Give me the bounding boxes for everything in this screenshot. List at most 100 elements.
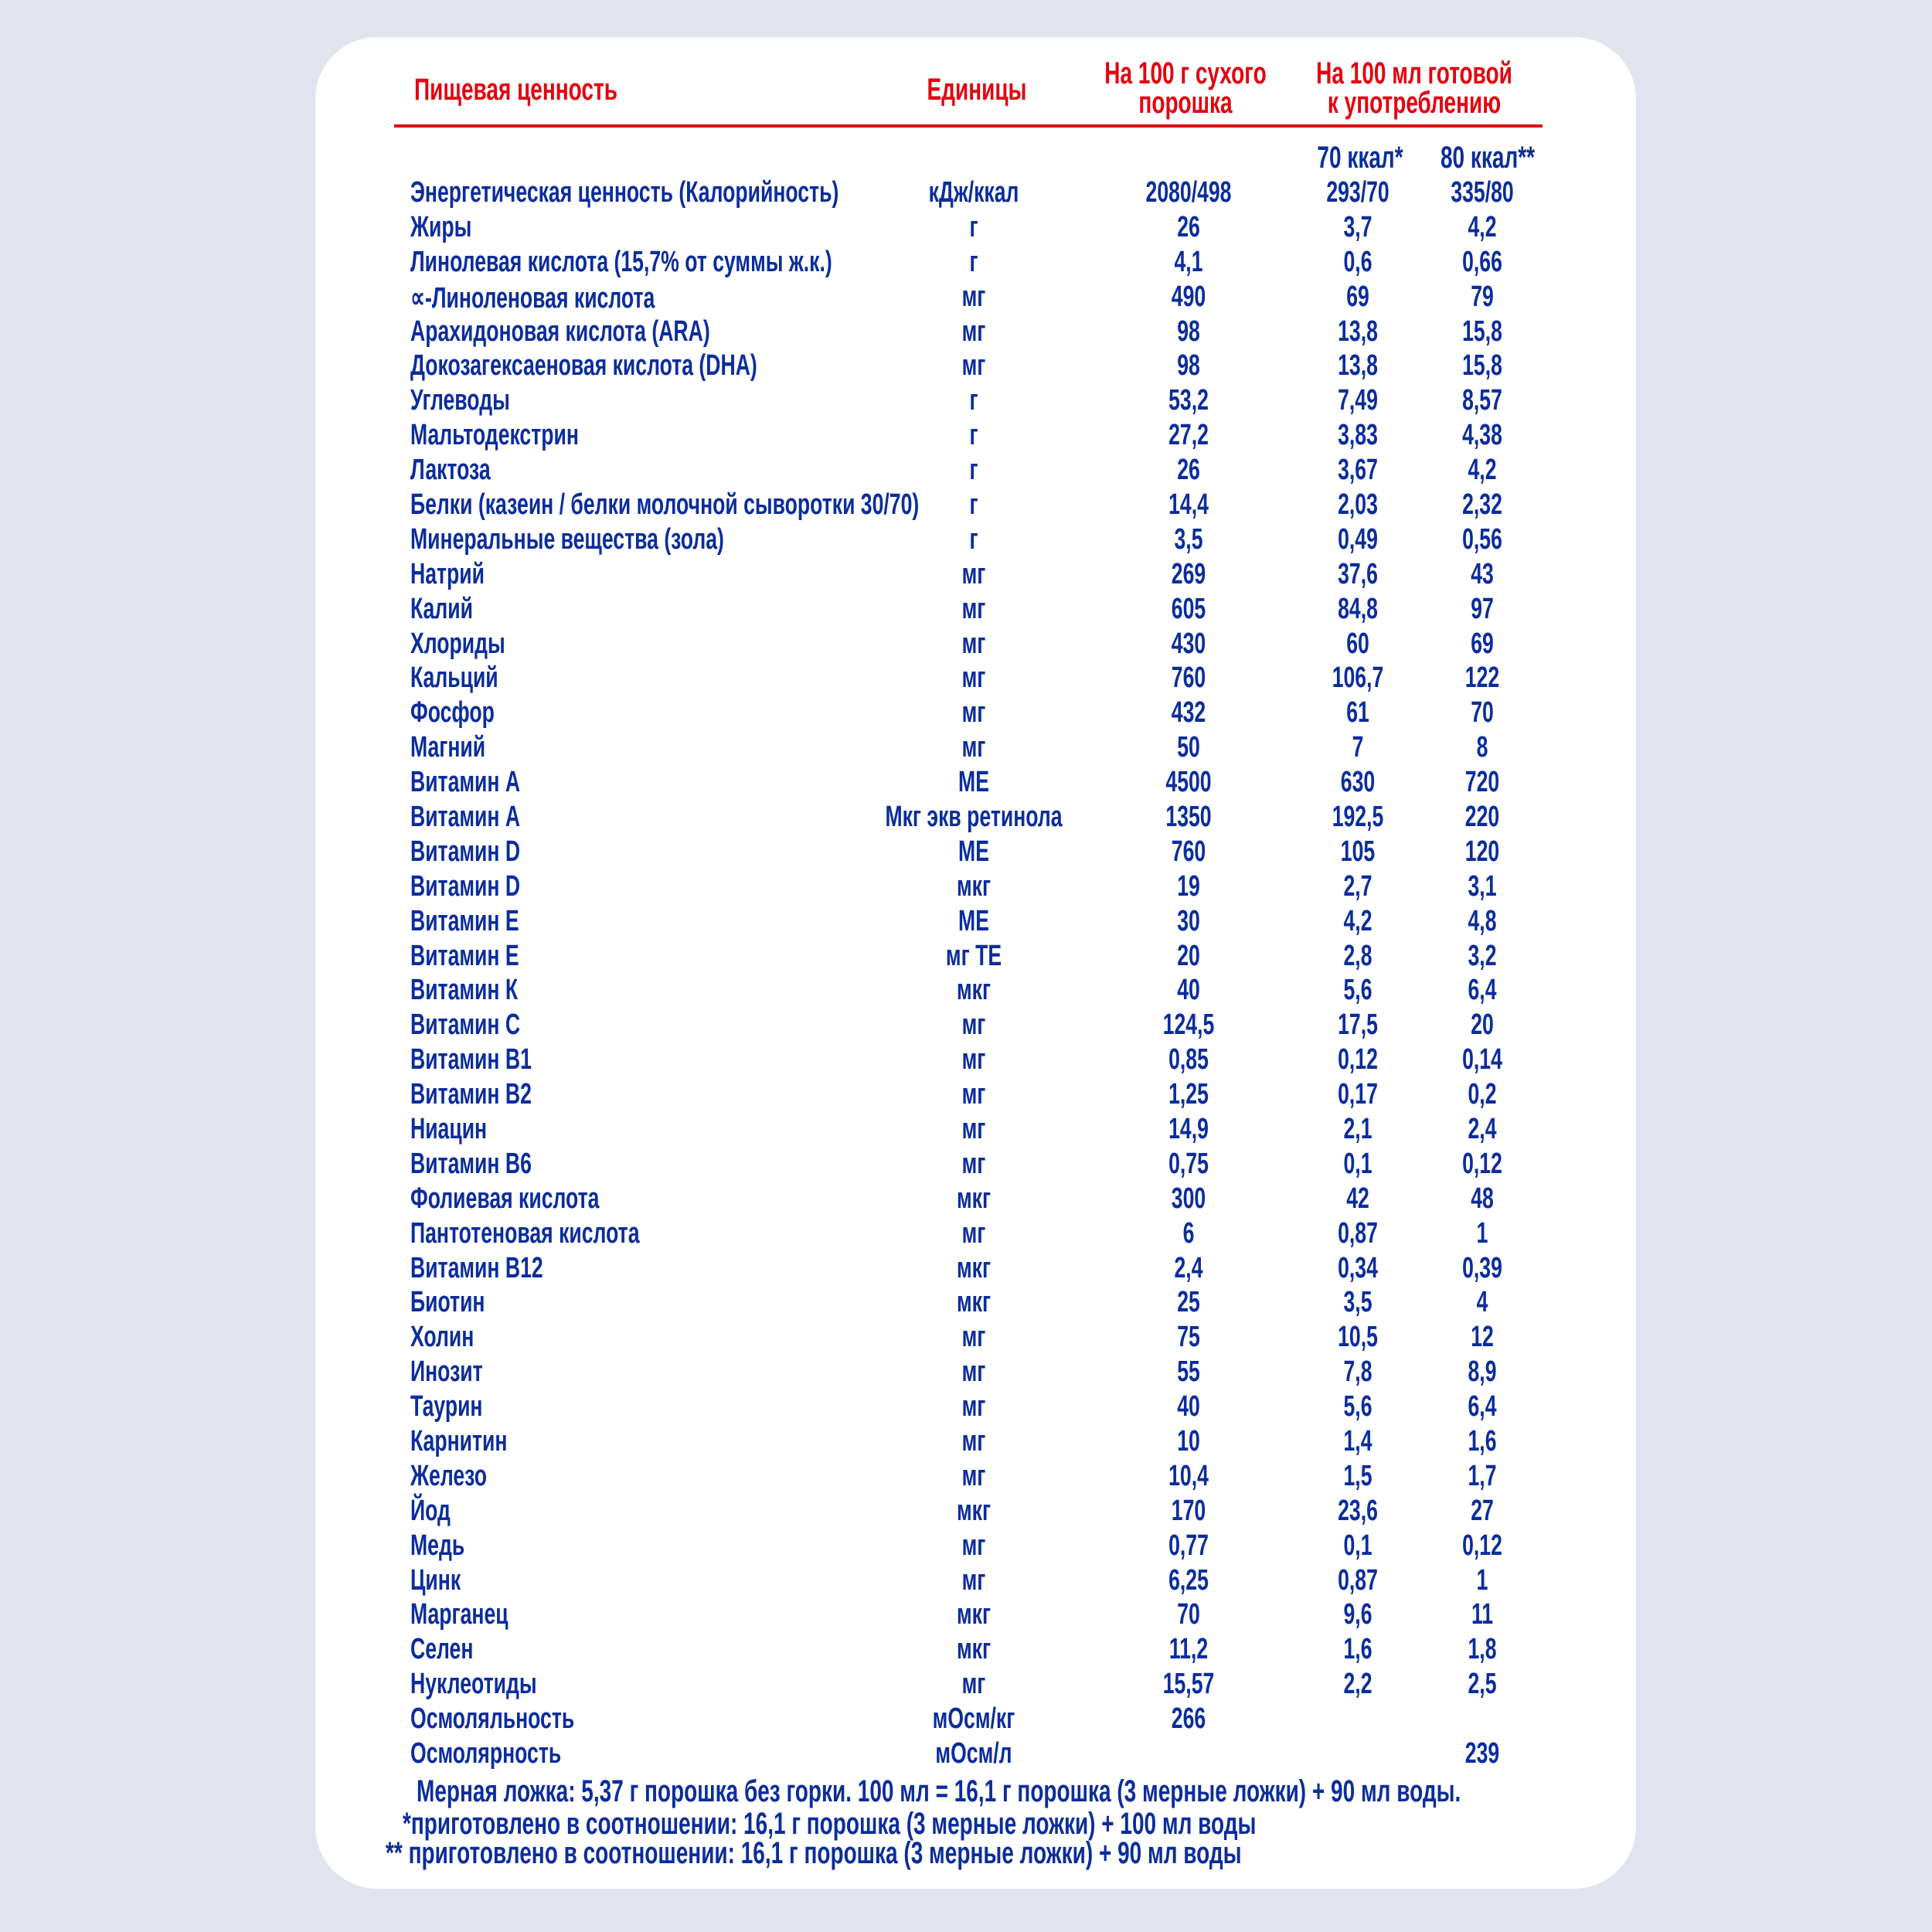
unit: мг <box>961 1563 986 1597</box>
table-row: Биотин мкг 25 3,5 4 <box>0 1286 1932 1320</box>
value-80kcal: 1,6 <box>1468 1425 1497 1458</box>
unit: мг <box>961 1147 986 1180</box>
value-70kcal: 7 <box>1352 731 1364 764</box>
subheader-70kcal: 70 ккал* <box>1317 141 1403 175</box>
value-per-100g: 2,4 <box>1174 1251 1203 1284</box>
unit: мкг <box>956 1182 992 1215</box>
value-80kcal: 4,2 <box>1468 454 1497 487</box>
value-80kcal: 220 <box>1464 801 1500 833</box>
nutrient-name: Углеводы <box>410 384 510 417</box>
value-80kcal: 6,4 <box>1468 1390 1497 1423</box>
unit: мг <box>961 1321 986 1354</box>
nutrient-name: Линолевая кислота (15,7% от суммы ж.к.) <box>410 245 832 278</box>
footnote-80kcal: ** приготовлено в соотношении: 16,1 г по… <box>386 1836 1242 1870</box>
value-70kcal: 1,4 <box>1343 1425 1372 1458</box>
value-80kcal: 48 <box>1471 1182 1494 1215</box>
nutrient-name: Калий <box>410 592 473 625</box>
value-80kcal: 3,2 <box>1468 939 1497 972</box>
value-70kcal: 3,5 <box>1343 1286 1372 1319</box>
nutrient-name: Биотин <box>410 1286 485 1319</box>
value-80kcal: 4,38 <box>1462 419 1502 452</box>
unit: г <box>969 488 978 521</box>
value-70kcal: 5,6 <box>1343 974 1372 1007</box>
value-70kcal: 0,6 <box>1343 245 1372 278</box>
unit: мг <box>961 349 986 383</box>
value-80kcal: 1,7 <box>1468 1459 1497 1492</box>
unit: мкг <box>956 1633 992 1666</box>
value-per-100g: 266 <box>1171 1702 1206 1736</box>
value-70kcal: 60 <box>1346 627 1369 660</box>
value-70kcal: 5,6 <box>1343 1390 1372 1423</box>
value-70kcal: 61 <box>1346 696 1369 730</box>
value-per-100g: 0,75 <box>1168 1147 1209 1180</box>
value-per-100g: 98 <box>1177 315 1200 348</box>
unit: мкг <box>956 1598 992 1631</box>
table-row: Арахидоновая кислота (ARA) мг 98 13,8 15,8 <box>0 315 1932 349</box>
table-row: Ниацин мг 14,9 2,1 2,4 <box>0 1113 1932 1147</box>
value-per-100g: 50 <box>1177 731 1200 764</box>
table-row: Белки (казеин / белки молочной сыворотки… <box>0 488 1932 522</box>
nutrient-name: Витамин Е <box>410 904 519 937</box>
value-70kcal: 105 <box>1340 835 1376 868</box>
nutrient-name: Витамин К <box>410 974 519 1007</box>
value-70kcal: 84,8 <box>1338 592 1378 625</box>
nutrient-name: Жиры <box>410 210 472 243</box>
value-70kcal: 13,8 <box>1338 315 1378 348</box>
value-70kcal: 0,1 <box>1343 1529 1372 1562</box>
value-70kcal: 3,7 <box>1343 210 1372 243</box>
table-row: Витамин С мг 124,5 17,5 20 <box>0 1009 1932 1043</box>
table-row: Селен мкг 11,2 1,6 1,8 <box>0 1633 1932 1667</box>
value-per-100g: 40 <box>1177 1390 1200 1423</box>
value-per-100g: 30 <box>1177 904 1200 937</box>
value-70kcal: 1,6 <box>1343 1633 1372 1666</box>
value-80kcal: 2,5 <box>1468 1668 1497 1701</box>
table-row: Пантотеновая кислота мг 6 0,87 1 <box>0 1217 1932 1251</box>
value-80kcal: 720 <box>1464 766 1500 799</box>
value-80kcal: 4 <box>1476 1286 1488 1319</box>
table-row: Железо мг 10,4 1,5 1,7 <box>0 1460 1932 1494</box>
footnote-scoop: Мерная ложка: 5,37 г порошка без горки. … <box>417 1774 1461 1808</box>
value-per-100g: 760 <box>1171 835 1206 868</box>
table-row: Йод мкг 170 23,6 27 <box>0 1495 1932 1529</box>
value-80kcal: 79 <box>1471 280 1494 313</box>
nutrient-name: Таурин <box>410 1390 483 1423</box>
value-per-100g: 605 <box>1171 592 1206 625</box>
value-per-100g: 26 <box>1177 210 1200 243</box>
value-70kcal: 13,8 <box>1338 349 1378 383</box>
nutrient-name: Селен <box>410 1633 474 1666</box>
unit: мг <box>961 1459 986 1492</box>
value-80kcal: 15,8 <box>1462 315 1502 348</box>
unit: мг <box>961 1216 986 1250</box>
nutrient-name: ∝-Линоленовая кислота <box>410 281 655 315</box>
value-70kcal: 0,34 <box>1338 1251 1378 1284</box>
nutrient-name: Лактоза <box>410 454 491 487</box>
value-per-100g: 0,77 <box>1168 1529 1209 1562</box>
value-70kcal: 2,8 <box>1343 939 1372 972</box>
nutrient-name: Витамин Е <box>410 939 519 972</box>
value-per-100g: 55 <box>1177 1355 1200 1389</box>
value-70kcal: 0,87 <box>1338 1216 1378 1250</box>
unit: мг <box>961 280 986 313</box>
value-70kcal: 0,12 <box>1338 1043 1378 1077</box>
nutrient-name: Витамин В2 <box>410 1078 532 1111</box>
nutrient-name: Арахидоновая кислота (ARA) <box>410 315 710 348</box>
table-row: Магний мг 50 7 8 <box>0 731 1932 765</box>
nutrient-name: Витамин А <box>410 801 521 833</box>
value-70kcal: 3,67 <box>1338 454 1378 487</box>
unit: мОсм/кг <box>932 1702 1015 1736</box>
value-80kcal: 8,57 <box>1462 384 1502 417</box>
unit: г <box>969 454 978 487</box>
table-row: Лактоза г 26 3,67 4,2 <box>0 454 1932 488</box>
value-70kcal: 7,8 <box>1343 1355 1372 1389</box>
value-per-100g: 1,25 <box>1168 1078 1209 1111</box>
value-70kcal: 2,2 <box>1343 1668 1372 1701</box>
value-80kcal: 1 <box>1476 1216 1488 1250</box>
nutrient-name: Энергетическая ценность (Калорийность) <box>410 176 839 209</box>
unit: мг <box>961 1043 986 1077</box>
value-80kcal: 4,8 <box>1468 904 1497 937</box>
nutrient-name: Кальций <box>410 662 498 695</box>
value-per-100g: 75 <box>1177 1321 1200 1354</box>
table-row: Витамин Е МЕ 30 4,2 4,8 <box>0 905 1932 939</box>
value-70kcal: 7,49 <box>1338 384 1378 417</box>
table-row: Энергетическая ценность (Калорийность) кД… <box>0 176 1932 210</box>
